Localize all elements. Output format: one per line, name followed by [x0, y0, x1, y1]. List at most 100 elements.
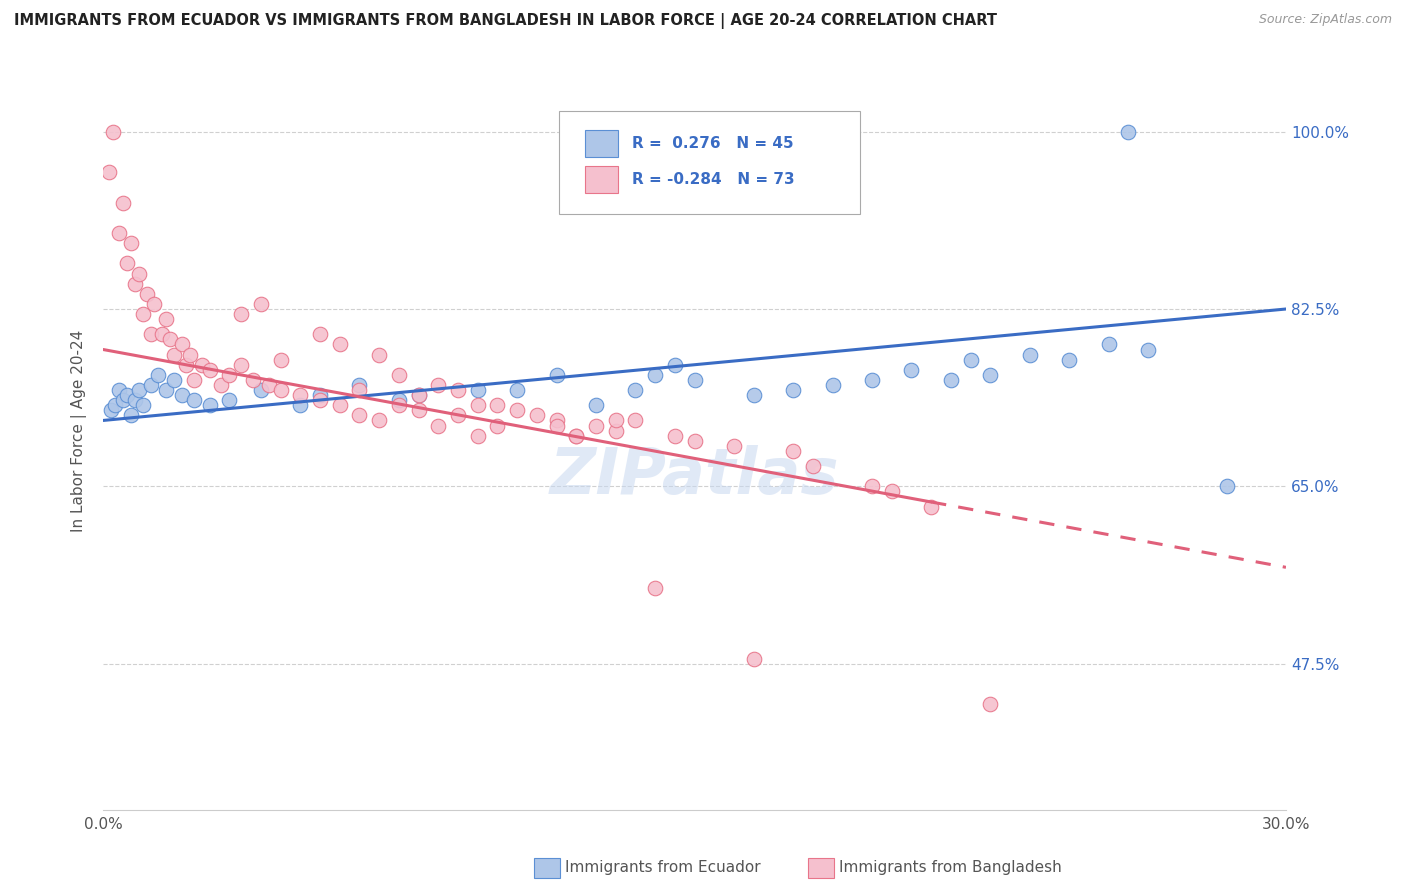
Point [250, 383, 273, 397]
Point [349, 409, 371, 423]
Point [329, 398, 352, 412]
Point [150, 327, 173, 342]
Point [683, 373, 706, 387]
Point [111, 393, 134, 408]
Point [447, 409, 470, 423]
Point [139, 378, 162, 392]
Point [101, 125, 124, 139]
Text: Immigrants from Bangladesh: Immigrants from Bangladesh [839, 860, 1062, 874]
Point [860, 373, 883, 387]
Text: R = -0.284   N = 73: R = -0.284 N = 73 [631, 172, 794, 187]
Point [124, 277, 146, 291]
Point [427, 418, 450, 433]
Point [782, 443, 804, 458]
Point [467, 383, 489, 397]
Point [723, 439, 745, 453]
Point [218, 368, 240, 382]
Point [170, 388, 193, 402]
Point [290, 388, 312, 402]
Point [486, 418, 509, 433]
Point [231, 307, 253, 321]
Point [683, 434, 706, 448]
Point [242, 373, 264, 387]
Point [408, 403, 430, 417]
Point [174, 358, 197, 372]
FancyBboxPatch shape [558, 112, 860, 214]
Point [506, 383, 529, 397]
Point [368, 348, 391, 362]
Text: IMMIGRANTS FROM ECUADOR VS IMMIGRANTS FROM BANGLADESH IN LABOR FORCE | AGE 20-24: IMMIGRANTS FROM ECUADOR VS IMMIGRANTS FR… [14, 13, 997, 29]
Point [290, 398, 312, 412]
Point [801, 458, 824, 473]
Point [183, 393, 205, 408]
Point [467, 428, 489, 442]
Point [128, 267, 150, 281]
Point [108, 383, 131, 397]
Point [1097, 337, 1119, 351]
Point [644, 368, 666, 382]
Point [506, 403, 529, 417]
Point [115, 256, 138, 270]
Point [155, 383, 177, 397]
Point [860, 479, 883, 493]
Point [257, 378, 280, 392]
Point [920, 500, 942, 514]
Point [198, 363, 221, 377]
Point [128, 383, 150, 397]
Point [170, 337, 193, 351]
Point [742, 388, 765, 402]
Point [179, 348, 201, 362]
Point [198, 398, 221, 412]
Point [155, 312, 177, 326]
Point [467, 398, 489, 412]
Text: R =  0.276   N = 45: R = 0.276 N = 45 [631, 136, 793, 152]
Point [546, 413, 568, 427]
Point [565, 428, 588, 442]
Point [231, 358, 253, 372]
Point [1216, 479, 1239, 493]
Point [124, 393, 146, 408]
Point [120, 409, 142, 423]
Point [388, 368, 411, 382]
Point [104, 398, 127, 412]
Point [191, 358, 214, 372]
Point [1136, 343, 1159, 357]
Point [585, 418, 607, 433]
Point [624, 413, 647, 427]
Point [329, 337, 352, 351]
Point [624, 383, 647, 397]
Text: Source: ZipAtlas.com: Source: ZipAtlas.com [1258, 13, 1392, 27]
Point [565, 428, 588, 442]
Point [108, 226, 131, 240]
Point [979, 368, 1001, 382]
Point [135, 286, 157, 301]
Point [349, 378, 371, 392]
Point [100, 403, 122, 417]
Point [782, 383, 804, 397]
Point [546, 418, 568, 433]
Point [664, 358, 686, 372]
Point [605, 413, 627, 427]
Point [139, 327, 162, 342]
Point [900, 363, 922, 377]
Point [163, 348, 186, 362]
Point [388, 398, 411, 412]
Point [163, 373, 186, 387]
Point [644, 581, 666, 595]
Point [183, 373, 205, 387]
Point [120, 236, 142, 251]
Point [349, 383, 371, 397]
Bar [585, 130, 617, 157]
Point [270, 383, 292, 397]
Point [939, 373, 962, 387]
Point [250, 297, 273, 311]
Point [979, 697, 1001, 711]
Point [1116, 125, 1139, 139]
Point [408, 388, 430, 402]
Point [111, 195, 134, 210]
Point [131, 398, 153, 412]
Bar [585, 166, 617, 193]
Point [309, 388, 332, 402]
Y-axis label: In Labor Force | Age 20-24: In Labor Force | Age 20-24 [72, 329, 87, 532]
Point [447, 383, 470, 397]
